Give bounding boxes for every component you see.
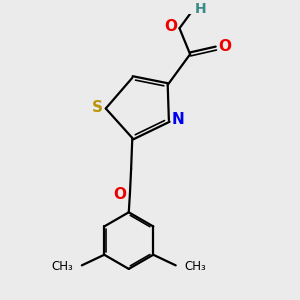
Text: N: N [171, 112, 184, 127]
Text: S: S [92, 100, 103, 115]
Text: H: H [195, 2, 206, 16]
Text: O: O [113, 187, 126, 202]
Text: O: O [165, 19, 178, 34]
Text: CH₃: CH₃ [52, 260, 74, 273]
Text: O: O [218, 39, 231, 54]
Text: CH₃: CH₃ [184, 260, 206, 273]
